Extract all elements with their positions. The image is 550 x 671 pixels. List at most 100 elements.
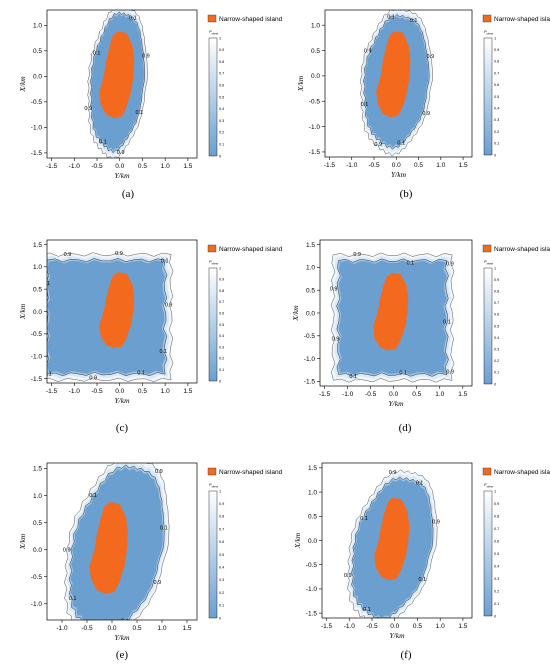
colorbar-tick-label: 0.9 <box>494 502 499 506</box>
contour-label: 0.1 <box>416 481 424 487</box>
contour-label: 0.9 <box>344 573 352 579</box>
colorbar-tick-label: 0.1 <box>219 604 224 608</box>
colorbar <box>483 37 493 156</box>
x-tick-label: 0.5 <box>138 163 147 170</box>
colorbar-tick-label: 0.1 <box>494 602 499 606</box>
y-tick-label: -1.0 <box>31 601 43 608</box>
contour-label: 0.1 <box>161 259 169 265</box>
y-tick-label: 1.5 <box>33 466 42 473</box>
legend-swatch <box>207 244 217 253</box>
colorbar-tick-label: 1 <box>494 36 496 40</box>
y-tick-label: 0.5 <box>33 520 42 527</box>
colorbar <box>208 490 218 619</box>
x-tick-label: 0.5 <box>132 625 141 632</box>
y-tick-label: -1.0 <box>309 124 321 131</box>
y-tick-label: 0.5 <box>33 286 42 293</box>
colorbar-tick-label: 0.6 <box>219 540 224 544</box>
plot-frame <box>324 9 473 158</box>
y-tick-label: 0.0 <box>306 310 315 317</box>
panel-d: 0.9 0.1 0.9 0.1 0.9 0.1 0.1 0.9 0.9 -1.5 -1.0 -0.5 0… <box>291 239 550 434</box>
panel-caption: (d) <box>399 422 412 434</box>
y-tick-label: -1.5 <box>304 379 316 386</box>
x-tick-label: 1.5 <box>459 162 468 169</box>
legend-label: Narrow-shaped island <box>494 16 550 23</box>
legend-label: Narrow-shaped island <box>219 16 283 23</box>
colorbar <box>208 267 218 382</box>
x-tick-label: -0.5 <box>91 163 103 170</box>
colorbar-tick-label: 0.4 <box>494 336 499 340</box>
colorbar <box>483 490 493 617</box>
x-tick-label: -1.5 <box>46 163 58 170</box>
colorbar-tick-label: 0.8 <box>219 289 224 293</box>
legend-label: Narrow-shaped island <box>494 469 550 476</box>
contour-label: 0.9 <box>115 251 123 257</box>
contour-label: 0.9 <box>446 262 454 268</box>
x-tick-label: 1.0 <box>435 391 444 398</box>
colorbar-tick-label: 0.9 <box>494 48 499 52</box>
legend-label: Narrow-shaped island <box>494 246 550 253</box>
contour-label: 0.1 <box>137 371 145 377</box>
contour-label: 0.1 <box>410 18 418 24</box>
panel-c: 0.9 0.90.10.90.10.10.90.10.90.1-1.5 -1.0 -0… <box>18 239 283 434</box>
x-tick-label: 1.0 <box>161 388 170 395</box>
contour-label: 0.9 <box>63 548 71 554</box>
contour-label: 0.1 <box>363 607 371 613</box>
colorbar-tick-label: 0.3 <box>494 577 499 581</box>
contour-label: 0.9 <box>155 469 163 475</box>
colorbar-tick-label: 0.8 <box>494 514 499 518</box>
y-tick-label: 0.0 <box>33 309 42 316</box>
colorbar-tick-label: 0.7 <box>219 527 224 531</box>
legend-swatch <box>207 14 217 23</box>
plot-frame <box>46 9 198 159</box>
legend-label: Narrow-shaped island <box>219 469 283 476</box>
x-tick-label: 0.0 <box>389 391 398 398</box>
y-tick-label: 1.0 <box>311 23 320 30</box>
colorbar-tick-label: 0.2 <box>219 591 224 595</box>
x-axis-label: Y/km <box>389 399 405 408</box>
colorbar-tick-label: 0.3 <box>219 119 224 123</box>
colorbar-tick-label: 1 <box>219 266 221 270</box>
x-tick-label: 1.5 <box>458 391 467 398</box>
colorbar-title: Pskew <box>484 260 494 266</box>
colorbar-title: Pskew <box>484 483 494 489</box>
colorbar-tick-label: 0 <box>494 153 496 157</box>
x-tick-label: 1.5 <box>182 625 191 632</box>
island-shape <box>89 502 128 594</box>
island-shape <box>99 272 135 349</box>
y-axis-label: X/km <box>18 303 27 320</box>
contour-label: 0.1 <box>99 140 107 146</box>
y-tick-label: 0.5 <box>311 48 320 55</box>
x-tick-label: 0.0 <box>390 623 399 630</box>
y-tick-label: 1.0 <box>33 264 42 271</box>
contour-label: 0.1 <box>443 319 451 325</box>
y-tick-label: -0.5 <box>31 574 43 581</box>
colorbar-tick-label: 1 <box>219 489 221 493</box>
contour-label: 0.9 <box>89 375 97 381</box>
contour-label: 0.9 <box>374 142 382 148</box>
colorbar-tick-label: 0.1 <box>494 371 499 375</box>
panel-f: 0.9 0.1 0.9 0.1 0.9 0.1 0.9 0.1 -1.5 -1.0 -0.5 0.0 0… <box>293 462 550 661</box>
colorbar-tick-label: 0.6 <box>219 312 224 316</box>
y-tick-label: 1.0 <box>33 493 42 500</box>
x-tick-label: -1.5 <box>46 388 58 395</box>
colorbar-title: Pskew <box>209 483 219 489</box>
legend-swatch <box>482 14 492 23</box>
panel-caption: (a) <box>122 188 135 200</box>
legend-swatch <box>482 244 492 253</box>
contour-label: 0.1 <box>399 370 407 376</box>
x-tick-label: -1.5 <box>319 391 331 398</box>
colorbar <box>483 267 493 385</box>
colorbar-tick-label: 0.9 <box>219 48 224 52</box>
contour-label: 0.9 <box>87 634 95 640</box>
y-tick-label: -1.0 <box>31 125 43 132</box>
x-tick-label: -1.5 <box>321 623 333 630</box>
contour-label: 0.1 <box>349 374 357 380</box>
colorbar-tick-label: 0.6 <box>494 313 499 317</box>
x-tick-label: 0.5 <box>413 623 422 630</box>
colorbar-tick-label: 0.5 <box>494 552 499 556</box>
x-tick-label: 1.5 <box>183 388 192 395</box>
y-tick-label: -1.5 <box>31 150 43 157</box>
y-tick-label: 0.0 <box>311 73 320 80</box>
colorbar-tick-label: 0.4 <box>219 107 224 111</box>
